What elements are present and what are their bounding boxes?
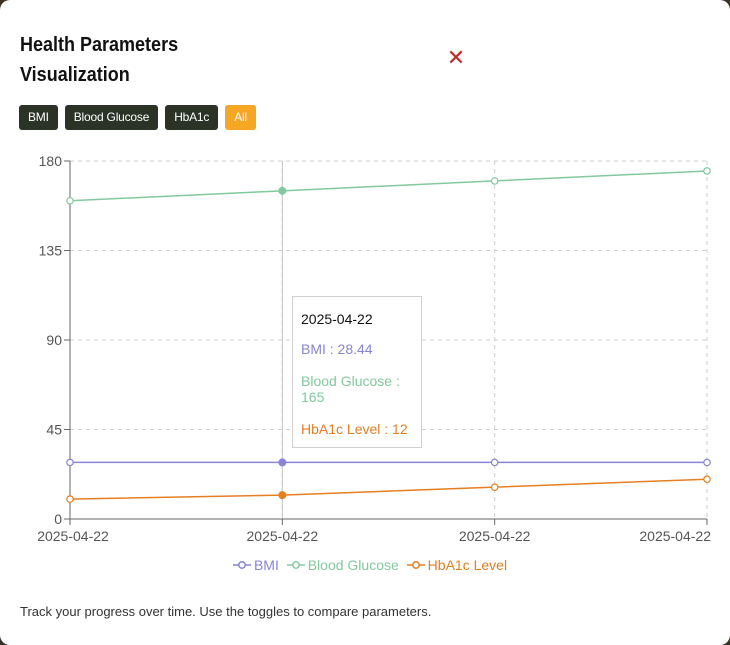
legend-item-bmi[interactable]: BMI xyxy=(232,557,279,573)
y-tick-label: 135 xyxy=(39,243,63,259)
legend-item-hba1c[interactable]: HbA1c Level xyxy=(406,557,508,573)
y-tick-label: 180 xyxy=(39,153,63,169)
x-tick-label: 2025-04-22 xyxy=(37,528,109,544)
x-tick-label: 2025-04-22 xyxy=(247,528,319,544)
data-point-bmi xyxy=(490,458,499,467)
data-point-hba1c xyxy=(66,495,74,503)
x-tick-label: 2025-04-22 xyxy=(639,528,711,544)
data-point-bmi xyxy=(703,458,711,467)
legend-item-blood-glucose[interactable]: Blood Glucose xyxy=(286,557,399,573)
tooltip-blood-glucose: Blood Glucose : 165 xyxy=(301,373,400,405)
modal-title: Health Parameters Visualization xyxy=(20,34,179,86)
active-point-bmi xyxy=(278,458,287,467)
close-icon[interactable]: ✕ xyxy=(446,45,466,70)
data-point-hba1c xyxy=(703,475,711,484)
y-tick-label: 0 xyxy=(54,511,62,527)
data-point-bmi xyxy=(66,458,74,467)
tooltip-bmi: BMI : 28.44 xyxy=(301,341,373,357)
legend-line-marker-icon xyxy=(406,561,425,569)
active-point-glucose xyxy=(278,186,287,195)
footer-text: Track your progress over time. Use the t… xyxy=(20,604,432,619)
data-point-glucose xyxy=(66,196,74,205)
series-line-hba1c xyxy=(69,478,708,500)
tooltip-hba1c: HbA1c Level : 12 xyxy=(301,421,408,437)
legend-label-hba1c: HbA1c Level xyxy=(427,557,508,573)
data-point-glucose xyxy=(490,177,499,185)
y-tick-label: 45 xyxy=(46,422,62,438)
toggle-blood-glucose-button[interactable]: Blood Glucose xyxy=(64,105,159,130)
series-line-glucose xyxy=(69,170,708,202)
legend-label-bmi: BMI xyxy=(253,557,279,573)
toggle-bmi-button[interactable]: BMI xyxy=(19,105,58,130)
x-tick-label: 2025-04-22 xyxy=(459,528,531,544)
y-tick-label: 90 xyxy=(46,332,62,348)
tooltip-date: 2025-04-22 xyxy=(301,311,373,327)
toggle-all-button[interactable]: All xyxy=(225,105,256,130)
legend-line-marker-icon xyxy=(286,561,305,569)
active-point-hba1c xyxy=(278,491,287,500)
data-point-glucose xyxy=(703,167,711,175)
chart-legend: BMI Blood Glucose HbA1c Level xyxy=(0,557,730,573)
legend-line-marker-icon xyxy=(232,561,251,569)
data-point-hba1c xyxy=(490,483,499,491)
chart-tooltip: 2025-04-22 BMI : 28.44 Blood Glucose : 1… xyxy=(292,296,422,448)
parameter-toggles: BMI Blood Glucose HbA1c All xyxy=(19,105,256,130)
toggle-hba1c-button[interactable]: HbA1c xyxy=(165,105,219,130)
legend-label-blood-glucose: Blood Glucose xyxy=(307,557,399,573)
